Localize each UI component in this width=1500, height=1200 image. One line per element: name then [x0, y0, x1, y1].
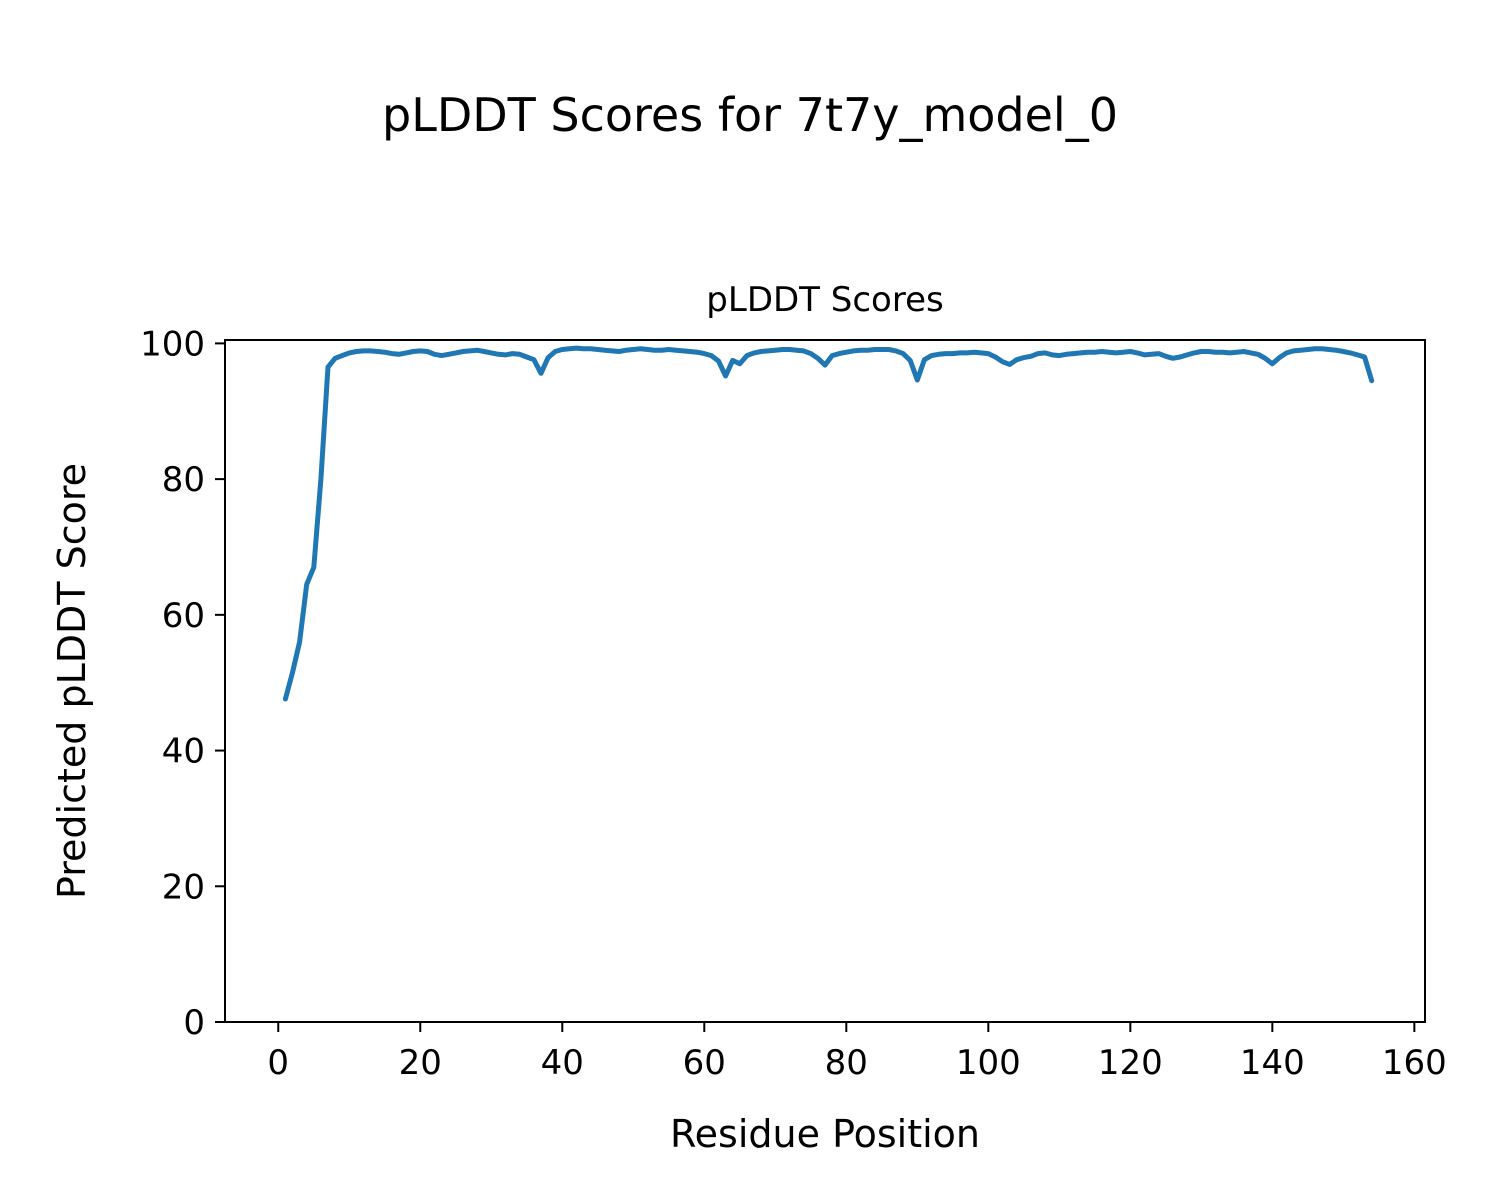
x-tick-label: 100 [956, 1043, 1021, 1083]
x-tick-label: 60 [683, 1043, 726, 1083]
x-tick-label: 160 [1382, 1043, 1447, 1083]
x-tick-label: 40 [541, 1043, 584, 1083]
x-tick-label: 20 [399, 1043, 442, 1083]
x-tick-label: 0 [267, 1043, 289, 1083]
y-tick-label: 40 [162, 732, 205, 772]
y-tick-label: 100 [140, 324, 205, 364]
x-axis-label: Residue Position [669, 1112, 981, 1156]
y-tick-label: 20 [162, 867, 205, 907]
y-tick-label: 0 [183, 1003, 205, 1043]
axes-spines [224, 339, 1426, 1023]
x-tick-label: 140 [1240, 1043, 1305, 1083]
plddt-line [282, 345, 1375, 702]
y-tick-label: 60 [162, 596, 205, 636]
x-tick-label: 120 [1098, 1043, 1163, 1083]
x-tick-label: 80 [825, 1043, 868, 1083]
y-tick-label: 80 [162, 460, 205, 500]
axes-title: pLDDT Scores [706, 280, 944, 320]
figure-title: pLDDT Scores for 7t7y_model_0 [382, 88, 1118, 142]
